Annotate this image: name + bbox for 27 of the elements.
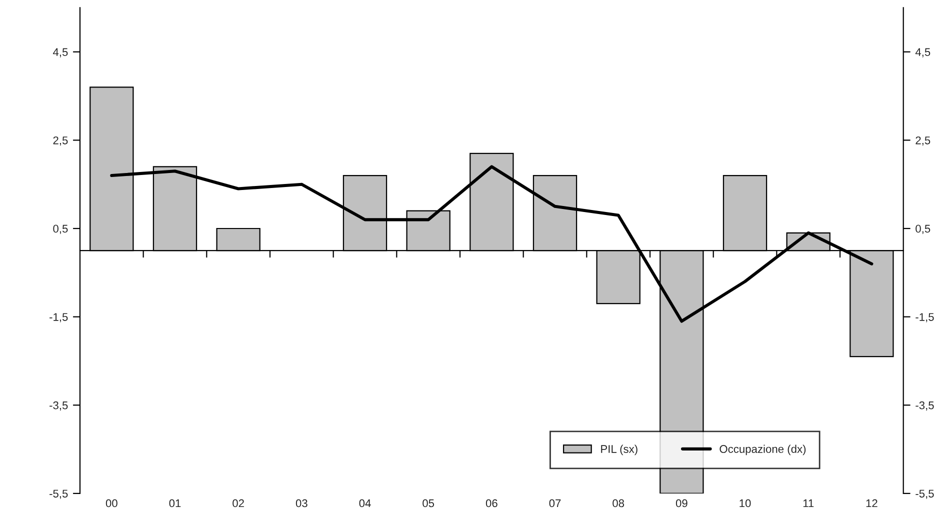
y-tick-label: 0,5 <box>53 224 68 234</box>
x-tick-label: 02 <box>232 499 244 508</box>
x-tick-label: 01 <box>169 499 181 508</box>
y-tick-label: 2,5 <box>53 136 68 146</box>
y2-tick-label: -1,5 <box>916 313 934 322</box>
y-tick-label: -1,5 <box>50 313 68 322</box>
x-tick-label: 11 <box>803 499 814 508</box>
x-tick-label: 07 <box>549 499 561 508</box>
x-tick-label: 06 <box>486 499 498 508</box>
x-tick-label: 05 <box>422 499 434 508</box>
x-tick-label: 04 <box>359 499 371 508</box>
y-tick-label: -5,5 <box>50 490 68 499</box>
x-tick-label: 10 <box>740 499 751 508</box>
y2-tick-label: -3,5 <box>916 401 934 411</box>
y2-tick-label: 4,5 <box>915 48 930 58</box>
legend-label: PIL (sx) <box>601 444 638 456</box>
x-tick-label: 12 <box>866 499 878 508</box>
y2-tick-label: 0,5 <box>916 224 930 234</box>
y-tick-label: -3,5 <box>50 401 68 411</box>
y2-tick-label: 2,5 <box>916 136 930 146</box>
y-tick-label: 4,5 <box>52 48 68 58</box>
x-tick-label: 08 <box>612 499 624 508</box>
legend-label: Occupazione (dx) <box>720 444 806 456</box>
x-tick-label: 03 <box>296 499 308 508</box>
x-tick-label: 00 <box>106 499 118 508</box>
y2-tick-label: -5,5 <box>916 490 934 499</box>
x-tick-label: 09 <box>676 499 688 508</box>
